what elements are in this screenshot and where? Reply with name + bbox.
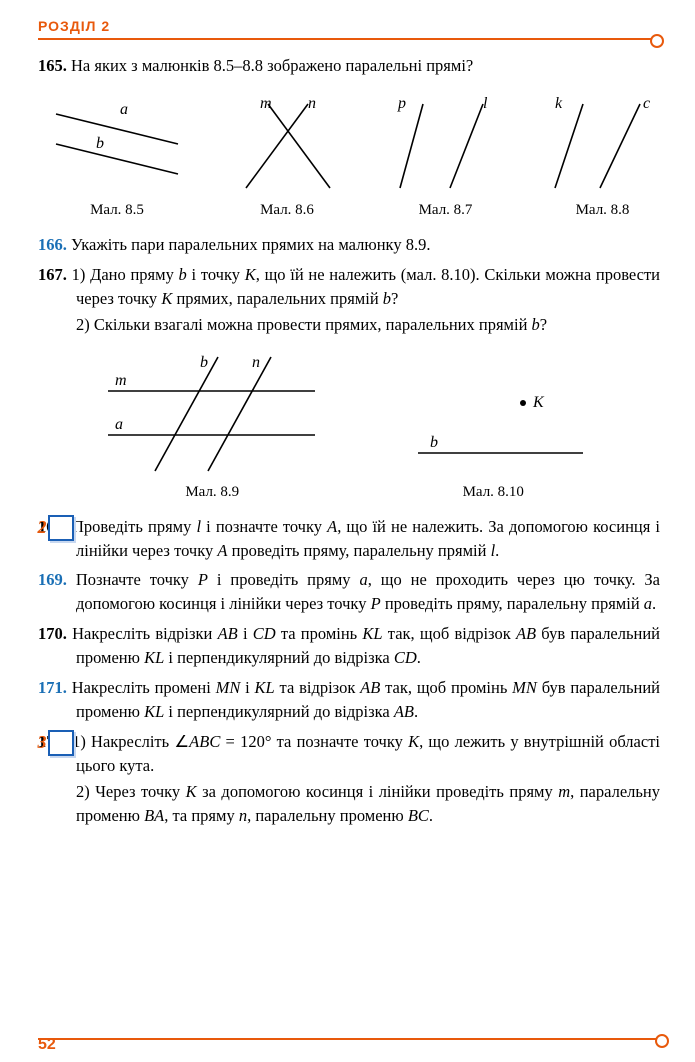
svg-text:m: m [115, 372, 127, 389]
problem-text: На яких з малюнків 8.5–8.8 зображено пар… [71, 56, 473, 75]
problem-172: 3 172. 1) Накресліть ∠ABC = 120° та позн… [38, 730, 660, 778]
problem-168: 2 168. Проведіть пряму l і позначте точк… [38, 515, 660, 563]
svg-text:b: b [96, 135, 104, 152]
header-rule [38, 38, 660, 40]
svg-text:b: b [200, 354, 208, 371]
svg-text:a: a [115, 416, 123, 433]
problem-167-2: 2) Скільки взагалі можна провести прямих… [38, 313, 660, 337]
problem-text: Накресліть відрізки AB і CD та промінь K… [72, 624, 660, 667]
figure-row-2: m a b n Мал. 8.9 K b Мал. 8.10 [68, 353, 630, 501]
problem-166: 166. Укажіть пари паралельних прямих на … [38, 233, 660, 257]
fig-8-9-svg: m a b n [100, 353, 325, 478]
problem-number: 170. [38, 624, 67, 643]
svg-text:p: p [397, 96, 406, 112]
figure-caption: Мал. 8.5 [48, 202, 186, 219]
problem-text: Позначте точку P і проведіть пряму a, що… [76, 570, 660, 613]
problem-number: 165. [38, 56, 67, 75]
svg-text:n: n [252, 354, 260, 371]
problem-number: 167. [38, 265, 67, 284]
problem-171: 171. Накресліть промені MN і KL та відрі… [38, 676, 660, 724]
figure-8-10: K b Мал. 8.10 [388, 363, 598, 501]
difficulty-marker: 2 [48, 515, 74, 541]
problem-text: Накресліть промені MN і KL та відрізок A… [72, 678, 660, 721]
fig-8-6-svg: m n [228, 96, 346, 196]
svg-text:b: b [430, 434, 438, 451]
fig-8-5-svg: a b [48, 96, 186, 196]
svg-text:m: m [260, 96, 272, 112]
figure-caption: Мал. 8.8 [545, 202, 660, 219]
figure-row-1: a b Мал. 8.5 m n Мал. 8.6 p l Мал. 8.7 [48, 96, 660, 219]
figure-8-8: k c Мал. 8.8 [545, 96, 660, 219]
svg-text:K: K [532, 394, 545, 411]
page-number: 52 [38, 1036, 56, 1054]
section-header: РОЗДІЛ 2 [38, 18, 660, 34]
figure-8-7: p l Мал. 8.7 [388, 96, 503, 219]
problem-text: Проведіть пряму l і позначте точку A, що… [72, 517, 660, 560]
problem-text: 2) Скільки взагалі можна провести прямих… [76, 315, 547, 334]
fig-8-7-svg: p l [388, 96, 503, 196]
problem-165: 165. На яких з малюнків 8.5–8.8 зображен… [38, 54, 660, 78]
figure-8-5: a b Мал. 8.5 [48, 96, 186, 219]
figure-8-9: m a b n Мал. 8.9 [100, 353, 325, 501]
fig-8-8-svg: k c [545, 96, 660, 196]
figure-caption: Мал. 8.6 [228, 202, 346, 219]
footer-rule [38, 1038, 665, 1040]
problem-text: Укажіть пари паралельних прямих на малюн… [71, 235, 430, 254]
figure-caption: Мал. 8.9 [100, 484, 325, 501]
figure-caption: Мал. 8.10 [388, 484, 598, 501]
problem-number: 169. [38, 570, 67, 589]
problem-text: 1) Накресліть ∠ABC = 120° та позначте то… [72, 732, 660, 775]
problem-172-2: 2) Через точку K за допомогою косинця і … [38, 780, 660, 828]
figure-caption: Мал. 8.7 [388, 202, 503, 219]
problem-167: 167. 1) Дано пряму b і точку K, що їй не… [38, 263, 660, 311]
problem-number: 166. [38, 235, 67, 254]
fig-8-10-svg: K b [388, 363, 598, 478]
svg-text:c: c [643, 96, 650, 112]
problem-170: 170. Накресліть відрізки AB і CD та пром… [38, 622, 660, 670]
svg-text:n: n [308, 96, 316, 112]
difficulty-marker: 3 [48, 730, 74, 756]
problem-169: 169. Позначте точку P і проведіть пряму … [38, 568, 660, 616]
problem-number: 171. [38, 678, 67, 697]
figure-8-6: m n Мал. 8.6 [228, 96, 346, 219]
svg-text:l: l [483, 96, 488, 112]
svg-text:a: a [120, 101, 128, 118]
problem-text: 2) Через точку K за допомогою косинця і … [76, 782, 660, 825]
problem-text: 1) Дано пряму b і точку K, що їй не нале… [72, 265, 660, 308]
svg-text:k: k [555, 96, 563, 112]
